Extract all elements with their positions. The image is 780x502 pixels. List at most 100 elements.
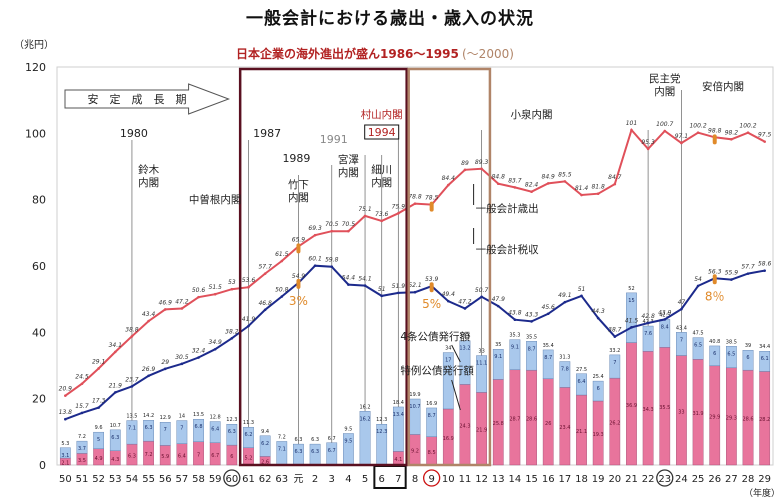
- construction-bond-value: 13.2: [459, 346, 470, 352]
- x-tick-label: 24: [675, 474, 688, 485]
- expenditure-value: 84.8: [492, 174, 506, 181]
- expenditure-value: 78.5: [425, 195, 439, 202]
- deficit-bond-value: 21.9: [476, 428, 487, 434]
- tax-rate-label: 8％: [705, 289, 725, 303]
- construction-bond-value: 9.1: [494, 354, 502, 360]
- tax-revenue-value: 55.9: [725, 270, 739, 277]
- bar-total-label: 37.5: [459, 334, 470, 340]
- tax-revenue-point: [163, 367, 167, 371]
- tax-revenue-value: 47.9: [492, 296, 506, 303]
- x-tick-label: 5: [362, 474, 368, 485]
- construction-bond-value: 6.3: [311, 449, 319, 455]
- expenditure-value: 70.5: [342, 221, 356, 228]
- tax-rate-label: 5%: [422, 297, 441, 311]
- x-tick-label: 59: [209, 474, 222, 485]
- construction-bond-bar: [742, 350, 754, 371]
- expenditure-value: 46.9: [159, 299, 173, 306]
- x-tick-label: 62: [259, 474, 272, 485]
- construction-bond-value: 17: [445, 358, 451, 364]
- tax-revenue-value: 54.4: [342, 275, 356, 282]
- y-tick-label: 120: [25, 61, 46, 74]
- x-tick-label: 14: [509, 474, 522, 485]
- construction-bond-bar: [159, 422, 171, 446]
- tax-rate-marker-upper: [296, 243, 301, 254]
- tax-revenue-value: 21.9: [109, 382, 123, 389]
- tax-revenue-point: [97, 406, 100, 409]
- bar-total-label: 9.5: [344, 426, 352, 432]
- construction-bond-value: 8.7: [528, 346, 536, 352]
- expenditure-value: 82.4: [525, 182, 539, 189]
- deficit-bond-value: 9.2: [411, 449, 419, 455]
- bar-total-label: 12.3: [376, 417, 387, 423]
- expenditure-point: [746, 131, 750, 134]
- expenditure-point: [380, 219, 383, 223]
- tax-revenue-point: [280, 295, 284, 298]
- expenditure-value: 81.8: [591, 184, 605, 191]
- tax-revenue-point: [347, 283, 350, 286]
- construction-bond-value: 6.5: [727, 351, 735, 357]
- deficit-bond-legend: 特例公債発行額: [400, 364, 474, 377]
- tax-revenue-value: 51: [578, 286, 586, 293]
- cabinet-label: 内閣: [338, 166, 359, 179]
- bar-total-label: 12.9: [160, 415, 171, 421]
- expenditure-value: 100.2: [689, 123, 706, 130]
- expenditure-value: 34.1: [109, 342, 122, 349]
- expenditure-value: 38.8: [125, 326, 139, 333]
- bar-total-label: 35.4: [543, 343, 554, 349]
- construction-bond-value: 6.2: [261, 441, 269, 447]
- tax-revenue-point: [580, 294, 583, 298]
- tax-revenue-point: [397, 291, 400, 295]
- tax-revenue-value: 59.8: [325, 257, 339, 264]
- y-tick-label: 40: [32, 326, 46, 339]
- expenditure-value: 81.4: [575, 185, 589, 192]
- expenditure-point: [546, 182, 550, 185]
- construction-bond-value: 12.3: [376, 429, 387, 435]
- construction-bond-bar: [76, 440, 88, 454]
- x-tick-label: 63: [275, 474, 288, 485]
- cabinet-label: 安倍内閣: [702, 80, 744, 93]
- expenditure-value: 43.4: [142, 311, 156, 318]
- deficit-bond-value: 19.3: [593, 432, 604, 438]
- x-tick-label: 25: [692, 474, 705, 485]
- construction-bond-value: 13.4: [393, 412, 404, 418]
- construction-bond-value: 7: [613, 360, 616, 366]
- tax-revenue-value: 38.7: [608, 327, 622, 334]
- deficit-bond-value: 28.6: [742, 417, 753, 423]
- construction-bond-bar: [243, 426, 254, 448]
- tax-revenue-point: [513, 318, 517, 322]
- construction-bond-bar: [193, 419, 204, 442]
- tax-revenue-value: 57.7: [741, 264, 755, 271]
- tax-revenue-point: [746, 272, 750, 275]
- construction-bond-bar: [143, 420, 154, 442]
- construction-bond-value: 6.8: [195, 424, 203, 430]
- tax-revenue-value: 43.3: [525, 311, 539, 318]
- expenditure-value: 57.7: [258, 264, 272, 271]
- tax-revenue-point: [563, 300, 567, 304]
- bar-total-label: 27.5: [576, 367, 587, 373]
- expenditure-point: [447, 183, 450, 187]
- construction-bond-value: 6: [746, 355, 749, 361]
- tax-revenue-point: [763, 269, 766, 272]
- expenditure-value: 75.9: [392, 203, 406, 210]
- construction-bond-value: 6.3: [145, 425, 153, 431]
- x-tick-label: 57: [176, 474, 189, 485]
- construction-bond-bar: [392, 406, 404, 452]
- deficit-bond-value: 5.2: [245, 455, 253, 461]
- bar-total-label: 42.5: [659, 312, 670, 318]
- tax-revenue-point: [380, 294, 383, 298]
- expenditure-point: [313, 233, 317, 237]
- construction-bond-value: 6.7: [328, 448, 336, 454]
- tax-revenue-value: 53.9: [425, 276, 439, 283]
- bar-total-label: 9.4: [261, 429, 269, 435]
- x-tick-label: 28: [742, 474, 755, 485]
- expenditure-point: [64, 394, 67, 397]
- expenditure-point: [613, 182, 617, 186]
- construction-bond-bar: [259, 435, 271, 457]
- x-tick-label: 51: [76, 474, 89, 485]
- bar-total-label: 35.3: [509, 333, 520, 339]
- construction-bond-value: 7: [164, 427, 167, 433]
- expenditure-value: 84.7: [608, 174, 622, 181]
- deficit-bond-value: 25.8: [493, 421, 504, 427]
- bar-total-label: 33: [478, 349, 484, 355]
- expenditure-point: [696, 131, 700, 134]
